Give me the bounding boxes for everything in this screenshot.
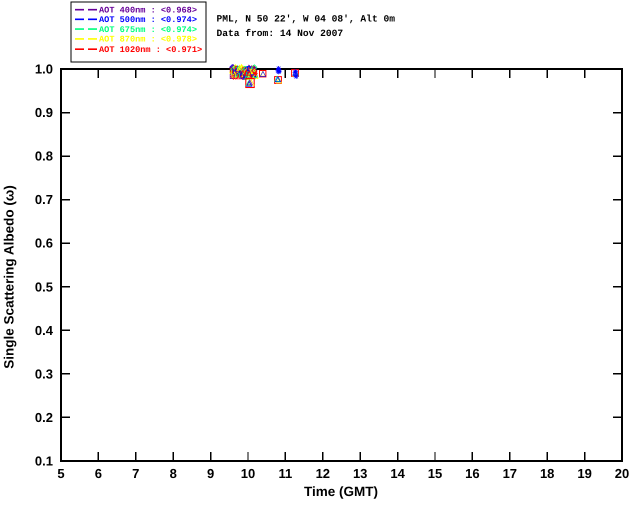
svg-text:11: 11 bbox=[279, 466, 293, 481]
svg-text:AOT 400nm : <0.968>: AOT 400nm : <0.968> bbox=[99, 6, 197, 16]
svg-text:Data from: 14 Nov 2007: Data from: 14 Nov 2007 bbox=[217, 28, 344, 39]
svg-text:16: 16 bbox=[465, 466, 479, 481]
svg-text:AOT 500nm : <0.974>: AOT 500nm : <0.974> bbox=[99, 15, 197, 25]
svg-text:0.4: 0.4 bbox=[35, 323, 54, 338]
svg-text:0.8: 0.8 bbox=[35, 149, 53, 164]
svg-text:0.7: 0.7 bbox=[35, 192, 53, 207]
svg-text:AOT 1020nm : <0.971>: AOT 1020nm : <0.971> bbox=[99, 45, 202, 55]
svg-text:0.6: 0.6 bbox=[35, 236, 53, 251]
svg-text:0.5: 0.5 bbox=[35, 279, 53, 294]
svg-text:AOT 675nm : <0.974>: AOT 675nm : <0.974> bbox=[99, 25, 197, 35]
svg-text:Single Scattering Albedo (ω): Single Scattering Albedo (ω) bbox=[2, 185, 17, 368]
svg-text:Time (GMT): Time (GMT) bbox=[304, 484, 378, 499]
svg-text:12: 12 bbox=[316, 466, 330, 481]
svg-text:10: 10 bbox=[241, 466, 255, 481]
svg-text:0.2: 0.2 bbox=[35, 410, 53, 425]
svg-text:17: 17 bbox=[503, 466, 517, 481]
svg-text:PML, N 50 22', W 04 08', Alt 0: PML, N 50 22', W 04 08', Alt 0m bbox=[217, 14, 396, 25]
svg-text:15: 15 bbox=[428, 466, 442, 481]
svg-text:AOT 870nm : <0.978>: AOT 870nm : <0.978> bbox=[99, 35, 197, 45]
svg-text:1.0: 1.0 bbox=[35, 62, 53, 77]
svg-text:8: 8 bbox=[170, 466, 177, 481]
svg-text:0.3: 0.3 bbox=[35, 366, 53, 381]
svg-text:6: 6 bbox=[95, 466, 102, 481]
svg-text:9: 9 bbox=[207, 466, 214, 481]
svg-text:18: 18 bbox=[540, 466, 554, 481]
svg-text:13: 13 bbox=[353, 466, 367, 481]
svg-text:0.9: 0.9 bbox=[35, 105, 53, 120]
svg-text:20: 20 bbox=[615, 466, 629, 481]
svg-text:0.1: 0.1 bbox=[35, 454, 53, 469]
svg-text:14: 14 bbox=[390, 466, 405, 481]
svg-text:5: 5 bbox=[57, 466, 64, 481]
svg-text:19: 19 bbox=[577, 466, 591, 481]
svg-text:7: 7 bbox=[132, 466, 139, 481]
